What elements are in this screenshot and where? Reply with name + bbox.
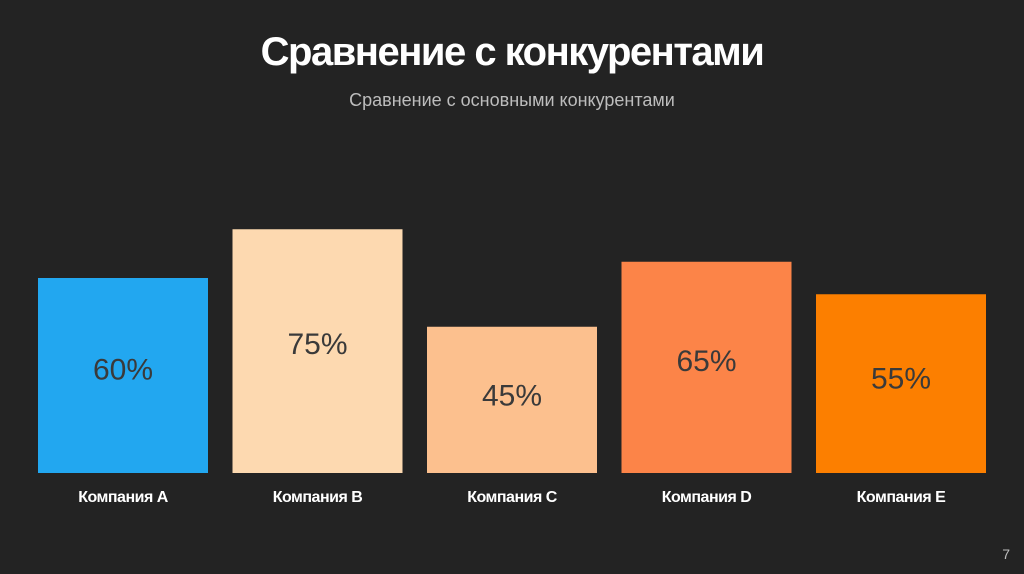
page-number: 7 [1002, 546, 1010, 562]
category-label-company-c: Компания C [467, 489, 558, 506]
slide-subtitle: Сравнение с основными конкурентами [349, 90, 675, 110]
bar-company-b [232, 229, 403, 473]
category-label-company-e: Компания E [857, 489, 947, 506]
slide-title: Сравнение с конкурентами [260, 30, 765, 74]
category-label-company-d: Компания D [662, 489, 752, 506]
bar-company-e [816, 294, 986, 473]
value-label-company-e: 55% [871, 362, 931, 395]
bar-company-d [621, 261, 792, 473]
category-label-company-a: Компания A [78, 489, 169, 506]
value-label-company-a: 60% [93, 354, 153, 387]
bar-company-c [427, 326, 597, 473]
value-label-company-b: 75% [287, 328, 347, 361]
value-label-company-d: 65% [676, 345, 736, 378]
category-label-company-b: Компания B [273, 489, 363, 506]
bar-company-a [38, 278, 208, 473]
value-label-company-c: 45% [482, 379, 542, 412]
